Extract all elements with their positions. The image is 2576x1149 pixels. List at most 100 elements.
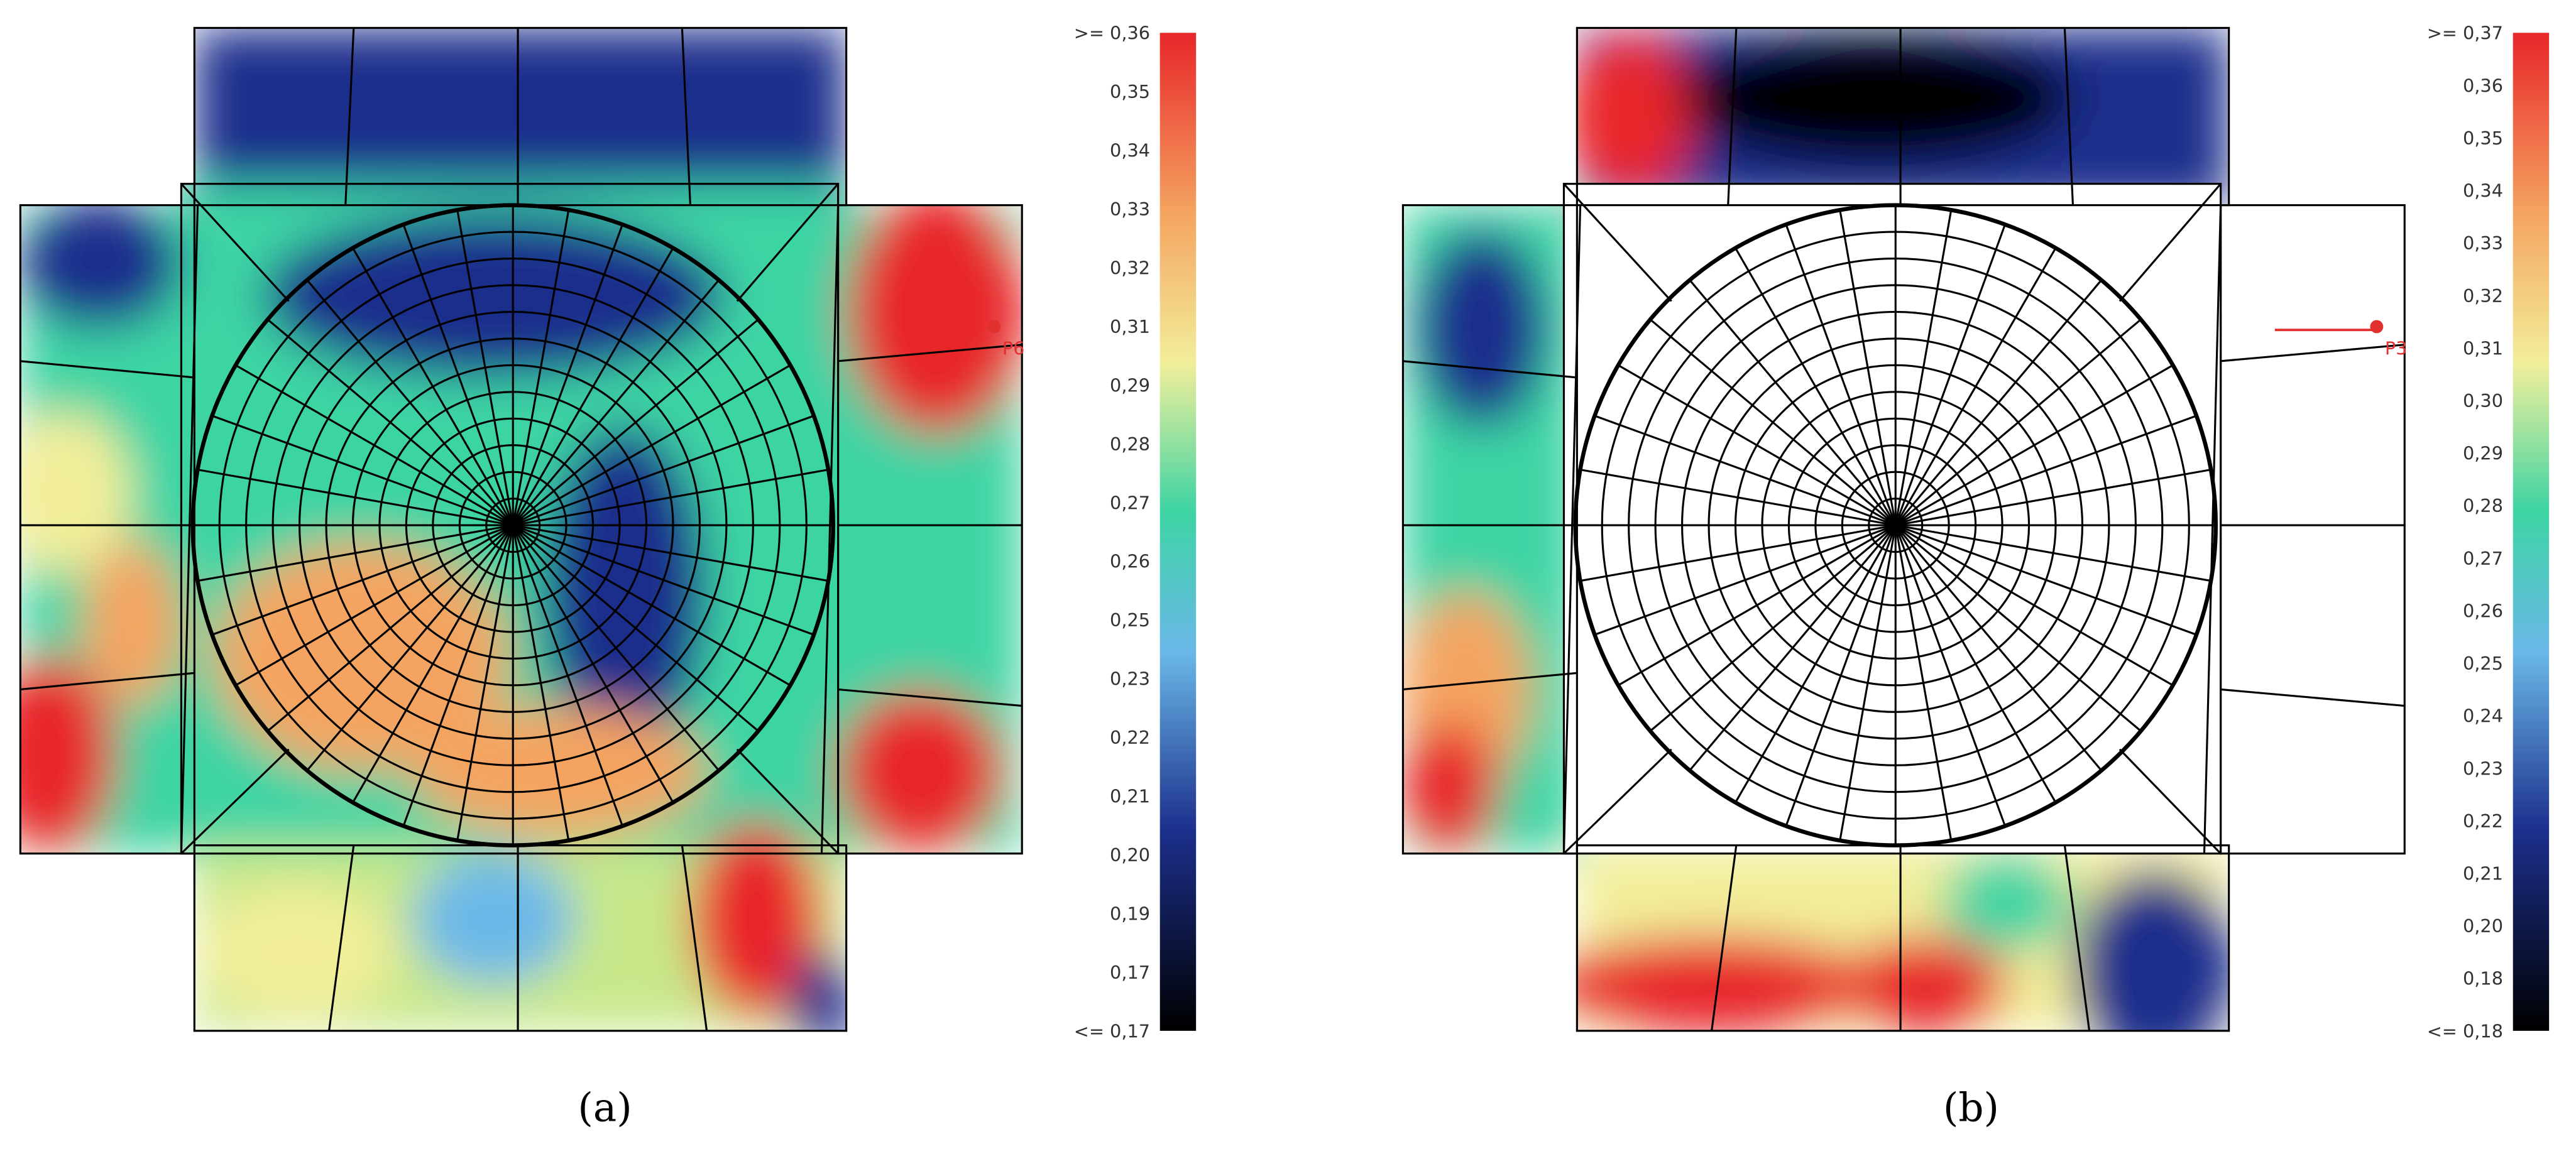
radial bbox=[235, 524, 514, 687]
radial bbox=[1895, 364, 2174, 526]
colorbar-label: 0,25 bbox=[2463, 653, 2503, 674]
sensor-label: P6 bbox=[1002, 337, 1025, 359]
colorbar-label: 0,34 bbox=[1110, 140, 1150, 161]
colorbar-label: 0,32 bbox=[1110, 258, 1150, 279]
colorbar-label: 0,33 bbox=[1110, 199, 1150, 220]
colorbar bbox=[1159, 33, 1197, 1031]
radial bbox=[1618, 524, 1897, 687]
heat-blob bbox=[82, 542, 182, 706]
radial bbox=[1594, 524, 1896, 636]
radial bbox=[1785, 224, 1897, 526]
radial bbox=[456, 525, 514, 841]
heat-blob bbox=[20, 410, 133, 575]
radial bbox=[197, 469, 513, 526]
sensor bbox=[987, 320, 1001, 334]
mesh-line bbox=[2118, 183, 2222, 302]
mesh-line bbox=[180, 748, 290, 854]
mesh-line bbox=[1727, 28, 1738, 205]
heat-blob bbox=[2073, 869, 2237, 1031]
mesh-line bbox=[344, 28, 355, 205]
mesh bbox=[19, 26, 1023, 1032]
mesh-line bbox=[681, 28, 691, 205]
radial bbox=[1894, 525, 2057, 803]
radial bbox=[197, 524, 513, 582]
mesh-line bbox=[1711, 845, 1738, 1032]
mesh-line bbox=[2220, 688, 2405, 707]
radial bbox=[1839, 210, 1897, 526]
mesh-line bbox=[2063, 28, 2075, 205]
heat-blob bbox=[1416, 229, 1548, 427]
mesh-line bbox=[838, 688, 1022, 707]
colorbar-label: 0,32 bbox=[2463, 285, 2503, 307]
heat-blob bbox=[690, 820, 822, 1018]
radial bbox=[1895, 415, 2197, 526]
radial bbox=[1735, 248, 1897, 526]
radial bbox=[1839, 525, 1897, 841]
heat-blob bbox=[20, 656, 116, 854]
radial bbox=[1649, 319, 1897, 526]
radial bbox=[352, 525, 514, 803]
mesh-line bbox=[820, 205, 840, 854]
radial bbox=[402, 525, 514, 827]
colorbar-label: 0,25 bbox=[1110, 609, 1150, 631]
colorbar-label: <= 0,17 bbox=[1074, 1020, 1150, 1042]
sensor-label: P3 bbox=[2385, 337, 2408, 359]
heat-blob bbox=[1564, 33, 1696, 197]
mesh-line bbox=[20, 360, 195, 379]
radial bbox=[1895, 319, 2142, 526]
colorbar-label: 0,28 bbox=[1110, 433, 1150, 455]
radial bbox=[266, 524, 514, 732]
colorbar-label: 0,23 bbox=[2463, 758, 2503, 779]
heat-blob bbox=[411, 705, 707, 837]
radial bbox=[1895, 524, 2174, 687]
radial bbox=[512, 248, 674, 526]
heat-blob bbox=[789, 952, 855, 1031]
colorbar-label: 0,17 bbox=[1110, 962, 1150, 983]
mesh-line bbox=[1563, 183, 1672, 302]
radial bbox=[1895, 469, 2212, 526]
radial bbox=[1689, 279, 1897, 526]
radial bbox=[512, 279, 720, 526]
colorbar-label: 0,21 bbox=[2463, 863, 2503, 884]
colorbar-label: 0,29 bbox=[2463, 443, 2503, 464]
radial bbox=[512, 524, 791, 687]
radial bbox=[512, 525, 720, 771]
radial bbox=[1689, 525, 1897, 771]
radial bbox=[512, 525, 570, 841]
outline bbox=[1562, 183, 2222, 855]
radial bbox=[1649, 524, 1897, 732]
colorbar-label: 0,35 bbox=[2463, 128, 2503, 149]
radial bbox=[1895, 279, 2102, 526]
heat-blob bbox=[1679, 33, 2073, 165]
radial bbox=[1618, 364, 1897, 526]
mesh-line bbox=[2203, 205, 2222, 854]
radial bbox=[1894, 248, 2057, 526]
radial bbox=[1895, 524, 2212, 582]
heat-blob bbox=[846, 188, 1022, 435]
radial bbox=[512, 364, 791, 526]
mesh-line bbox=[328, 845, 355, 1032]
radial bbox=[456, 210, 514, 526]
radial bbox=[512, 524, 829, 582]
heat-blob bbox=[1941, 853, 2073, 952]
mesh-line bbox=[838, 344, 1022, 362]
mesh-line bbox=[180, 205, 199, 854]
panel: P6 >= 0,36 0,35 0,34 0,33 0,32 0,31 0,29 0,28 0,2… bbox=[19, 23, 1197, 1131]
mesh-line bbox=[180, 183, 290, 302]
heat-blob bbox=[1403, 722, 1498, 854]
colorbar-label: 0,31 bbox=[2463, 337, 2503, 359]
mesh-line bbox=[2063, 845, 2091, 1032]
radial bbox=[512, 469, 829, 526]
radial bbox=[402, 224, 514, 526]
sensor bbox=[2370, 320, 2384, 334]
heat-blob bbox=[1547, 935, 1876, 1031]
mesh-line bbox=[736, 183, 839, 302]
radial bbox=[1580, 524, 1896, 582]
colorbar-label: 0,22 bbox=[2463, 810, 2503, 832]
radial bbox=[1894, 210, 1953, 526]
mesh-line bbox=[681, 845, 708, 1032]
colorbar-label: 0,22 bbox=[1110, 727, 1150, 748]
radial bbox=[1894, 525, 1953, 841]
heat-blob bbox=[197, 886, 395, 1018]
